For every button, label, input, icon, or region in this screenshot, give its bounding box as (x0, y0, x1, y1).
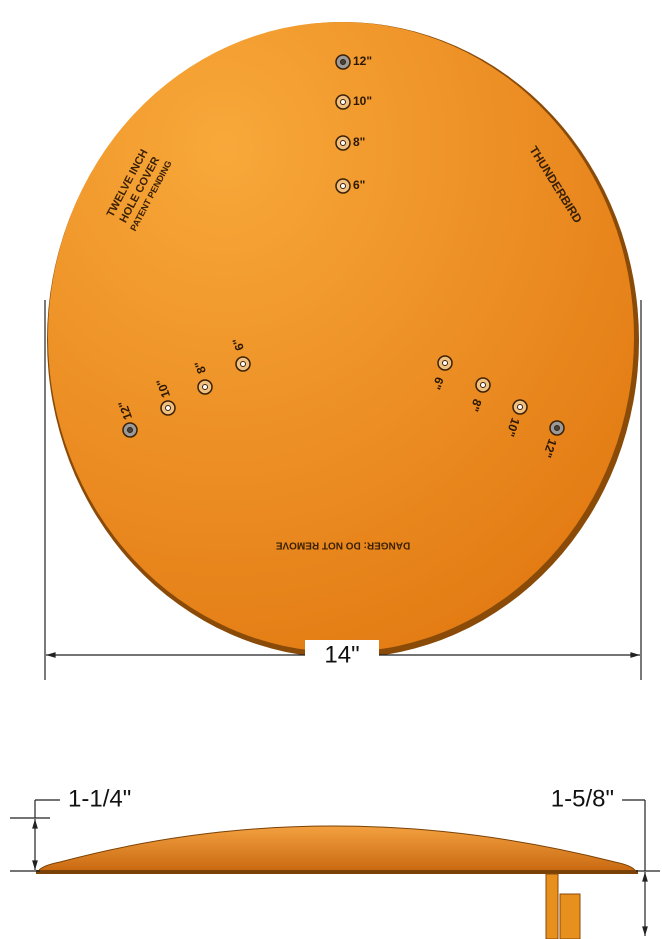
hole-center (240, 361, 246, 367)
side-dome (37, 825, 637, 873)
stem (559, 893, 581, 939)
hole-center (442, 360, 448, 366)
hole-center (127, 427, 133, 433)
dimension-text: 1-5/8" (551, 785, 614, 812)
hole-label: 12" (540, 437, 560, 460)
dimension-text: 14" (324, 641, 359, 668)
hole-label: 8" (192, 359, 209, 375)
hole-center (340, 59, 346, 65)
stem (545, 873, 559, 939)
side-base (36, 870, 638, 874)
hole-center (340, 183, 346, 189)
hole-label: 8" (353, 135, 365, 149)
hole-label: 12" (353, 54, 372, 68)
hole-label: 10" (503, 416, 523, 439)
plate (48, 22, 634, 652)
hole-center (165, 405, 171, 411)
hole-label: 12" (115, 399, 135, 422)
hole-label: 6" (429, 375, 446, 391)
label-bg (305, 640, 379, 670)
hole-center (554, 425, 560, 431)
hole-center (340, 99, 346, 105)
hole-label: 10" (153, 377, 173, 400)
warning: DANGER: DO NOT REMOVE (275, 539, 410, 550)
hole-label: 10" (353, 94, 372, 108)
hole-center (517, 404, 523, 410)
dimension-text: 1-1/4" (68, 785, 131, 812)
holes: 12" 10" 8" 6" 6" 8" 10" 12" 6" 8" 10" 12" (115, 54, 565, 460)
hole-label: 6" (230, 336, 247, 352)
hole-center (480, 382, 486, 388)
hole-center (340, 140, 346, 146)
hole-label: 6" (353, 178, 365, 192)
hole-label: 8" (467, 397, 484, 413)
hole-center (202, 384, 208, 390)
